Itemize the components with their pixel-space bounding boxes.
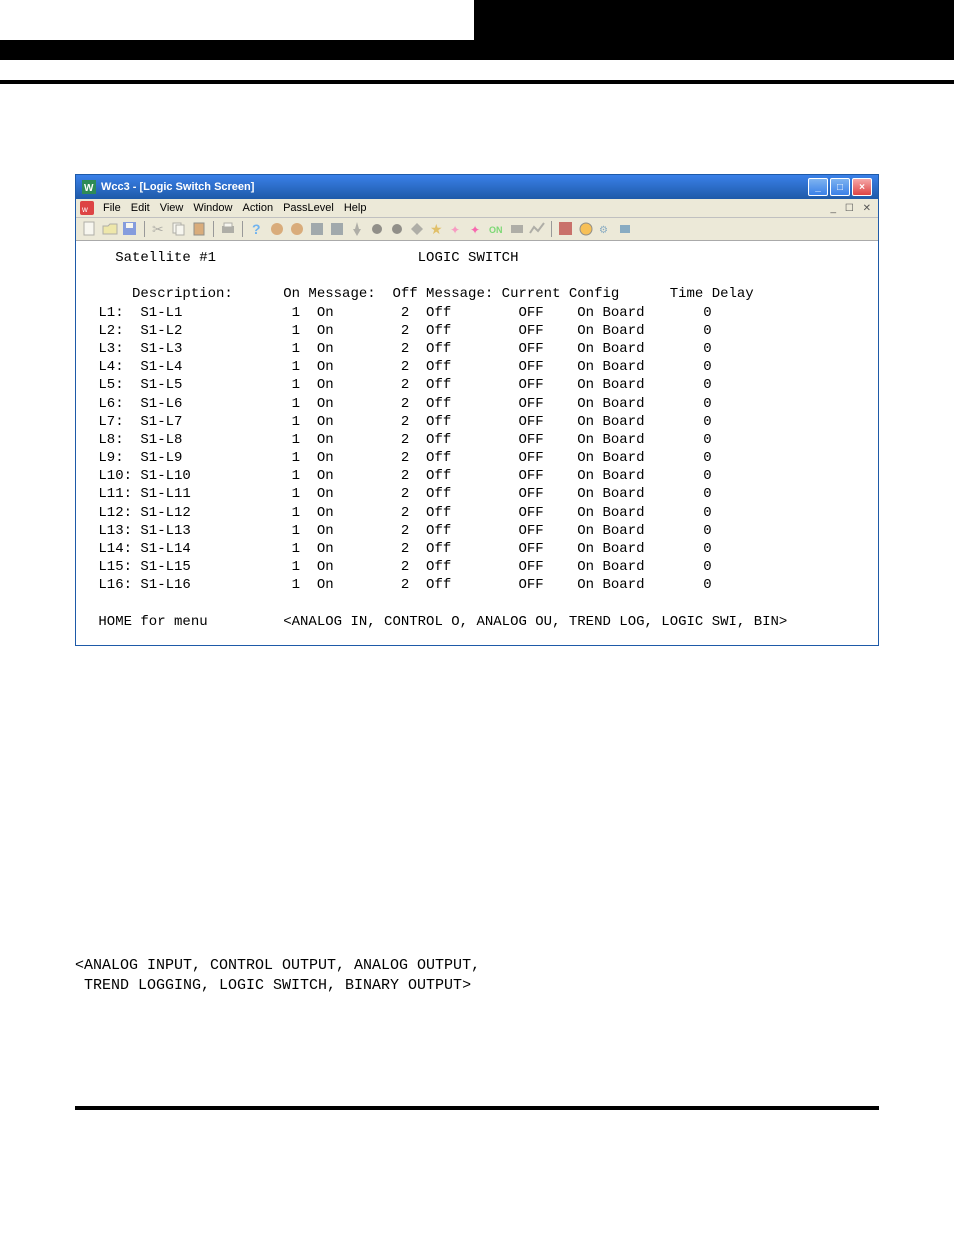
tool-icon-9[interactable]	[509, 221, 525, 237]
menu-window[interactable]: Window	[188, 201, 237, 215]
svg-text:✦: ✦	[450, 223, 460, 237]
paste-icon[interactable]	[191, 221, 207, 237]
menu-file[interactable]: File	[98, 201, 126, 215]
page-header-band	[0, 40, 954, 60]
svg-text:✂: ✂	[152, 221, 164, 237]
wand-icon-1[interactable]: ✦	[449, 221, 465, 237]
save-icon[interactable]	[122, 221, 138, 237]
menu-help[interactable]: Help	[339, 201, 372, 215]
minimize-button[interactable]: _	[808, 178, 828, 196]
footer-divider	[75, 1106, 879, 1110]
window-title: Wcc3 - [Logic Switch Screen]	[101, 181, 254, 193]
tool-icon-5[interactable]	[349, 221, 365, 237]
svg-text:✦: ✦	[470, 223, 480, 237]
svg-text:?: ?	[252, 221, 261, 237]
titlebar: W Wcc3 - [Logic Switch Screen] _ □ ×	[76, 175, 878, 199]
print-icon[interactable]	[220, 221, 236, 237]
svg-text:⚙: ⚙	[599, 225, 608, 236]
mdi-icon: w	[80, 201, 94, 215]
on-icon[interactable]: ON	[489, 221, 505, 237]
app-window: W Wcc3 - [Logic Switch Screen] _ □ × w F…	[75, 174, 879, 646]
svg-text:★: ★	[430, 221, 443, 237]
tool-icon-8[interactable]	[409, 221, 425, 237]
cut-icon[interactable]: ✂	[151, 221, 167, 237]
menu-passlevel[interactable]: PassLevel	[278, 201, 339, 215]
menubar: w FileEditViewWindowActionPassLevelHelp …	[76, 199, 878, 218]
maximize-button[interactable]: □	[830, 178, 850, 196]
config-icon[interactable]: ⚙	[598, 221, 614, 237]
copy-icon[interactable]	[171, 221, 187, 237]
svg-text:W: W	[84, 183, 94, 194]
tool-icon-1[interactable]	[269, 221, 285, 237]
tool-icon-2[interactable]	[289, 221, 305, 237]
page-body-text: <ANALOG INPUT, CONTROL OUTPUT, ANALOG OU…	[75, 956, 879, 997]
terminal-content: Satellite #1 LOGIC SWITCH Description: O…	[76, 241, 878, 645]
mdi-controls[interactable]: _ ☐ ✕	[831, 203, 874, 214]
app-icon: W	[82, 180, 96, 194]
new-icon[interactable]	[82, 221, 98, 237]
open-icon[interactable]	[102, 221, 118, 237]
tool-icon-7[interactable]	[389, 221, 405, 237]
svg-text:ON: ON	[489, 225, 503, 235]
red-icon[interactable]	[558, 221, 574, 237]
tool-icon-last[interactable]	[618, 221, 634, 237]
page-divider	[0, 80, 954, 84]
close-button[interactable]: ×	[852, 178, 872, 196]
page-text-line1: <ANALOG INPUT, CONTROL OUTPUT, ANALOG OU…	[75, 957, 480, 974]
wand-icon-2[interactable]: ✦	[469, 221, 485, 237]
toolbar: ✂ ? ★ ✦ ✦ ON ⚙	[76, 218, 878, 241]
tool-icon-10[interactable]	[529, 221, 545, 237]
tool-icon-3[interactable]	[309, 221, 325, 237]
tool-icon-6[interactable]	[369, 221, 385, 237]
help-icon[interactable]: ?	[249, 221, 265, 237]
orange-icon[interactable]	[578, 221, 594, 237]
menu-action[interactable]: Action	[237, 201, 278, 215]
menu-view[interactable]: View	[155, 201, 189, 215]
menu-edit[interactable]: Edit	[126, 201, 155, 215]
svg-text:w: w	[81, 205, 88, 214]
tool-icon-4[interactable]	[329, 221, 345, 237]
window-controls: _ □ ×	[808, 178, 872, 196]
star-icon[interactable]: ★	[429, 221, 445, 237]
page-text-line2: TREND LOGGING, LOGIC SWITCH, BINARY OUTP…	[75, 977, 471, 994]
